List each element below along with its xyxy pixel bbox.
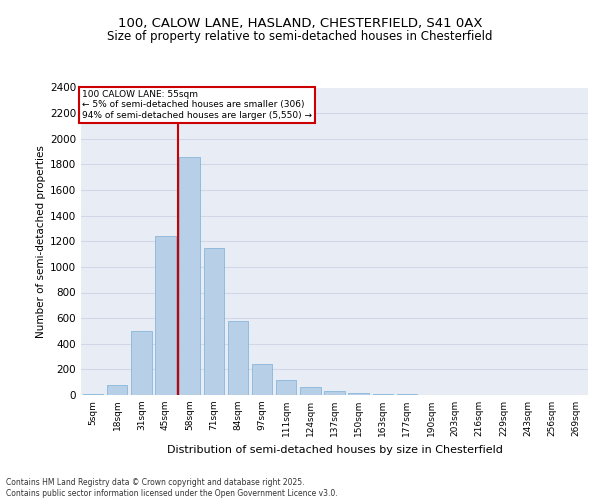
- Bar: [155, 236, 176, 395]
- Y-axis label: Number of semi-detached properties: Number of semi-detached properties: [36, 145, 46, 338]
- Bar: [203, 248, 224, 395]
- Bar: [397, 394, 417, 395]
- Bar: [107, 386, 127, 395]
- Text: Size of property relative to semi-detached houses in Chesterfield: Size of property relative to semi-detach…: [107, 30, 493, 43]
- X-axis label: Distribution of semi-detached houses by size in Chesterfield: Distribution of semi-detached houses by …: [167, 444, 502, 454]
- Bar: [373, 394, 393, 395]
- Bar: [324, 390, 345, 395]
- Bar: [179, 156, 200, 395]
- Text: 100, CALOW LANE, HASLAND, CHESTERFIELD, S41 0AX: 100, CALOW LANE, HASLAND, CHESTERFIELD, …: [118, 18, 482, 30]
- Bar: [227, 320, 248, 395]
- Bar: [300, 388, 320, 395]
- Text: 100 CALOW LANE: 55sqm
← 5% of semi-detached houses are smaller (306)
94% of semi: 100 CALOW LANE: 55sqm ← 5% of semi-detac…: [82, 90, 312, 120]
- Bar: [83, 394, 103, 395]
- Bar: [131, 331, 152, 395]
- Bar: [349, 393, 369, 395]
- Bar: [252, 364, 272, 395]
- Bar: [276, 380, 296, 395]
- Text: Contains HM Land Registry data © Crown copyright and database right 2025.
Contai: Contains HM Land Registry data © Crown c…: [6, 478, 338, 498]
